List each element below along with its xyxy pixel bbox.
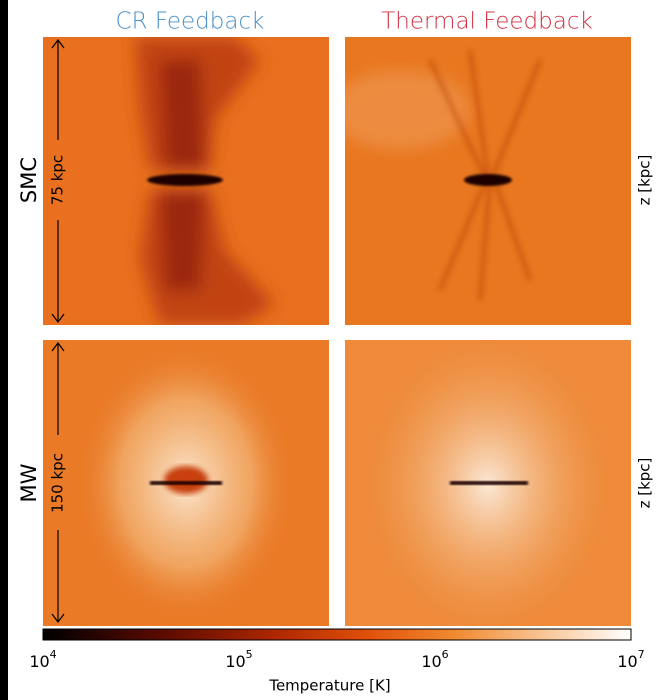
- panel-mw-thermal: [345, 340, 631, 626]
- panel-smc-cr: [43, 37, 329, 325]
- tick-exponent: 7: [638, 648, 645, 661]
- axis-label: z [kpc]: [636, 458, 654, 509]
- row-label: MW: [17, 463, 41, 502]
- panel-mw-cr: [43, 340, 329, 626]
- column-title: Thermal Feedback: [381, 9, 593, 35]
- scale-bars: [51, 39, 65, 623]
- tick-exponent: 5: [246, 648, 253, 661]
- scale-label: 75 kpc: [49, 155, 67, 205]
- tick-base: 10: [421, 652, 441, 671]
- tick-base: 10: [225, 652, 245, 671]
- tick-base: 10: [29, 652, 49, 671]
- axis-label: z [kpc]: [636, 155, 654, 206]
- edge: [0, 0, 8, 700]
- tick-label: 106: [421, 648, 448, 671]
- row-label: SMC: [17, 157, 41, 203]
- tick-base: 10: [617, 652, 637, 671]
- tick-exponent: 4: [50, 648, 57, 661]
- colorbar-label: Temperature [K]: [268, 677, 390, 695]
- tick-label: 107: [617, 648, 644, 671]
- column-title: CR Feedback: [116, 9, 265, 35]
- colorbar: [42, 628, 632, 641]
- colorbar-ticks: 104 105 106 107: [29, 648, 644, 671]
- tick-label: 105: [225, 648, 252, 671]
- tick-label: 104: [29, 648, 56, 671]
- panel-smc-thermal: [345, 37, 631, 325]
- tick-exponent: 6: [442, 648, 449, 661]
- scale-label: 150 kpc: [49, 453, 67, 513]
